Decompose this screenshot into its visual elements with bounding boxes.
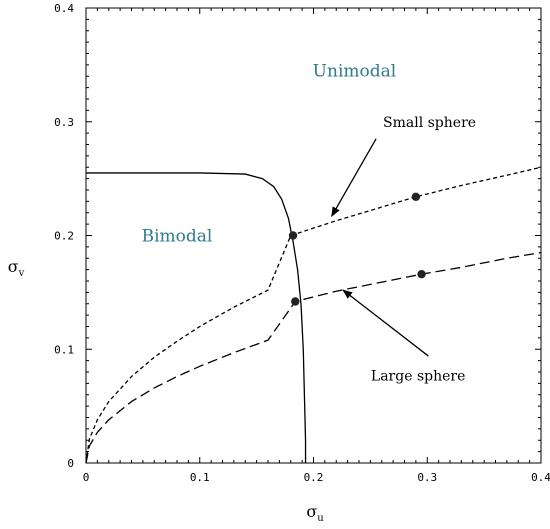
- region-label: Unimodal: [313, 62, 397, 82]
- marker-group: [288, 192, 426, 306]
- y-tick-label: 0.1: [54, 343, 74, 356]
- y-axis-label: σv: [8, 257, 25, 279]
- annotations: Small sphere Large sphere: [331, 115, 476, 384]
- y-tick-label: 0.4: [54, 2, 74, 15]
- series-line-1: [86, 172, 307, 463]
- axis-ticks: [85, 7, 542, 464]
- x-tick-label: 0.2: [304, 471, 324, 484]
- y-tick-label: 0.3: [54, 116, 74, 129]
- series-group: [86, 166, 541, 463]
- y-tick-label: 0: [67, 457, 74, 470]
- y-tick-label: 0.2: [54, 230, 74, 243]
- series-line-2: [86, 166, 541, 463]
- x-tick-label: 0.3: [417, 471, 437, 484]
- data-point: [411, 192, 421, 202]
- x-tick-label: 0.4: [531, 471, 550, 484]
- callout-label: Small sphere: [383, 115, 476, 131]
- region-labels: Unimodal Bimodal: [142, 62, 397, 247]
- callout-arrow: [331, 138, 377, 218]
- x-tick-label: 0: [83, 471, 90, 484]
- callout-label: Large sphere: [371, 368, 465, 384]
- data-point: [417, 269, 426, 279]
- callout-arrow: [342, 289, 429, 357]
- tick-labels: 0 0.1 0.2 0.3 0.4 0 0.1 0.2 0.3 0.4: [54, 2, 550, 484]
- data-point: [291, 297, 300, 306]
- x-axis-label: σu: [306, 502, 324, 524]
- data-point: [288, 231, 298, 240]
- x-tick-label: 0.1: [190, 471, 210, 484]
- region-label: Bimodal: [142, 227, 213, 247]
